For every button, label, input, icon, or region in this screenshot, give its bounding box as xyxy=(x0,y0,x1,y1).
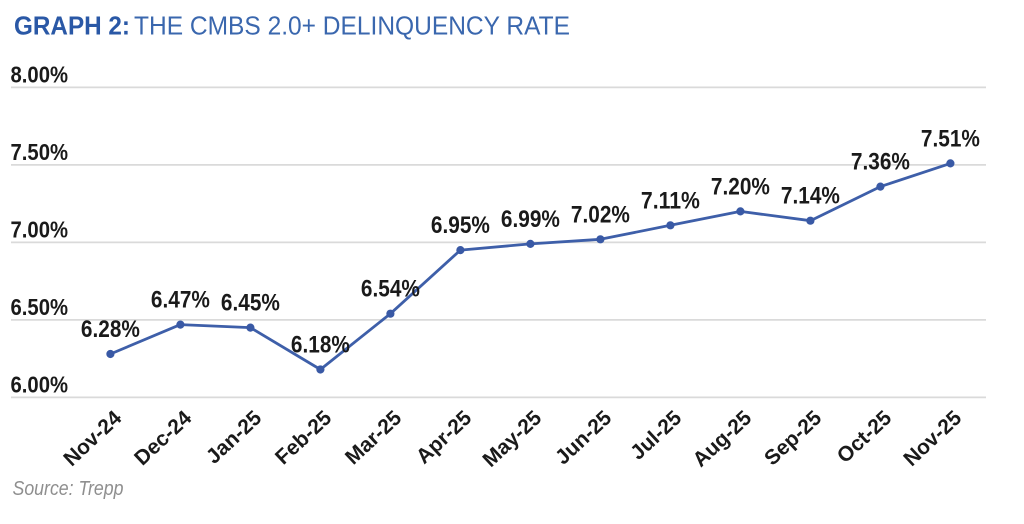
svg-text:Source: Trepp: Source: Trepp xyxy=(13,478,124,500)
svg-text:7.36%: 7.36% xyxy=(851,149,910,176)
svg-text:GRAPH 2:: GRAPH 2: xyxy=(14,11,130,41)
svg-text:7.11%: 7.11% xyxy=(641,187,700,214)
svg-text:6.47%: 6.47% xyxy=(151,287,210,314)
svg-text:7.51%: 7.51% xyxy=(921,125,980,152)
svg-text:6.18%: 6.18% xyxy=(291,332,350,359)
svg-text:7.14%: 7.14% xyxy=(781,183,840,210)
svg-text:6.95%: 6.95% xyxy=(431,212,490,239)
svg-text:6.45%: 6.45% xyxy=(221,290,280,317)
svg-text:7.02%: 7.02% xyxy=(571,201,630,228)
svg-text:6.00%: 6.00% xyxy=(11,371,69,397)
svg-text:7.50%: 7.50% xyxy=(11,139,69,165)
svg-text:6.99%: 6.99% xyxy=(501,206,560,233)
svg-text:7.00%: 7.00% xyxy=(11,216,69,242)
svg-text:THE CMBS 2.0+ DELINQUENCY RATE: THE CMBS 2.0+ DELINQUENCY RATE xyxy=(134,11,570,41)
svg-text:6.28%: 6.28% xyxy=(81,316,140,343)
svg-text:8.00%: 8.00% xyxy=(11,61,69,87)
svg-text:7.20%: 7.20% xyxy=(711,173,770,200)
svg-text:6.50%: 6.50% xyxy=(11,294,69,320)
svg-text:6.54%: 6.54% xyxy=(361,276,420,303)
